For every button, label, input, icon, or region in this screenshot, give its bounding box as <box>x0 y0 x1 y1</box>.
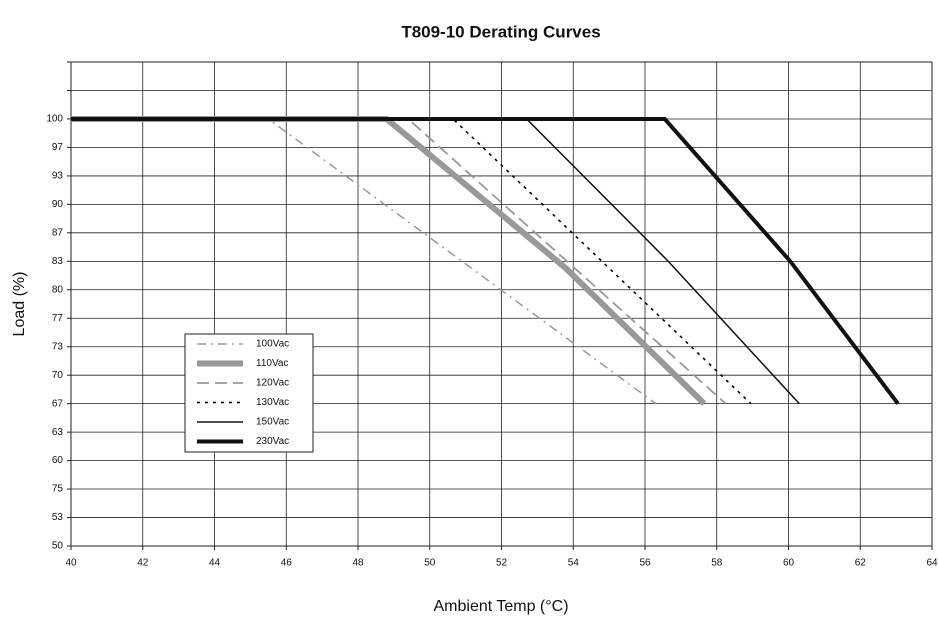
y-tick-label: 93 <box>52 171 64 182</box>
plot-frame <box>70 61 933 547</box>
y-tick-label: 70 <box>52 370 64 381</box>
x-tick-label: 58 <box>711 558 723 569</box>
x-axis-label: Ambient Temp (°C) <box>433 598 568 615</box>
y-tick-label: 50 <box>52 541 64 552</box>
y-tick-label: 53 <box>52 512 64 523</box>
legend-label: 110Vac <box>256 358 288 369</box>
series-line <box>71 116 900 405</box>
x-tick-label: 50 <box>424 558 436 569</box>
x-tick-label: 46 <box>281 558 293 569</box>
y-tick-label: 60 <box>52 455 64 466</box>
legend-label: 130Vac <box>256 397 289 408</box>
y-tick-label: 100 <box>46 114 63 125</box>
legend-box <box>184 333 314 453</box>
y-tick-label: 67 <box>52 398 64 409</box>
series-line <box>71 118 752 405</box>
y-tick-label: 73 <box>52 341 64 352</box>
x-tick-label: 42 <box>137 558 149 569</box>
legend-label: 150Vac <box>256 417 289 428</box>
x-tick-label: 64 <box>926 558 938 569</box>
legend-label: 100Vac <box>256 339 289 350</box>
y-axis-label: Load (%) <box>11 272 28 337</box>
legend-label: 230Vac <box>256 436 289 447</box>
y-tick-label: 75 <box>52 484 64 495</box>
x-tick-label: 44 <box>209 558 221 569</box>
y-tick-label: 83 <box>52 256 64 267</box>
y-tick-label: 63 <box>52 427 64 438</box>
x-tick-label: 48 <box>352 558 364 569</box>
y-tick-label: 97 <box>52 142 64 153</box>
x-tick-label: 40 <box>65 558 77 569</box>
x-tick-label: 54 <box>568 558 580 569</box>
chart-title: T809-10 Derating Curves <box>401 22 600 41</box>
y-tick-label: 80 <box>52 284 64 295</box>
y-tick-label: 87 <box>52 227 64 238</box>
x-tick-label: 62 <box>855 558 867 569</box>
x-tick-label: 56 <box>639 558 651 569</box>
y-tick-label: 90 <box>52 199 64 210</box>
x-tick-label: 60 <box>783 558 795 569</box>
x-tick-label: 52 <box>496 558 508 569</box>
legend-label: 120Vac <box>256 378 289 389</box>
y-tick-label: 77 <box>52 313 64 324</box>
